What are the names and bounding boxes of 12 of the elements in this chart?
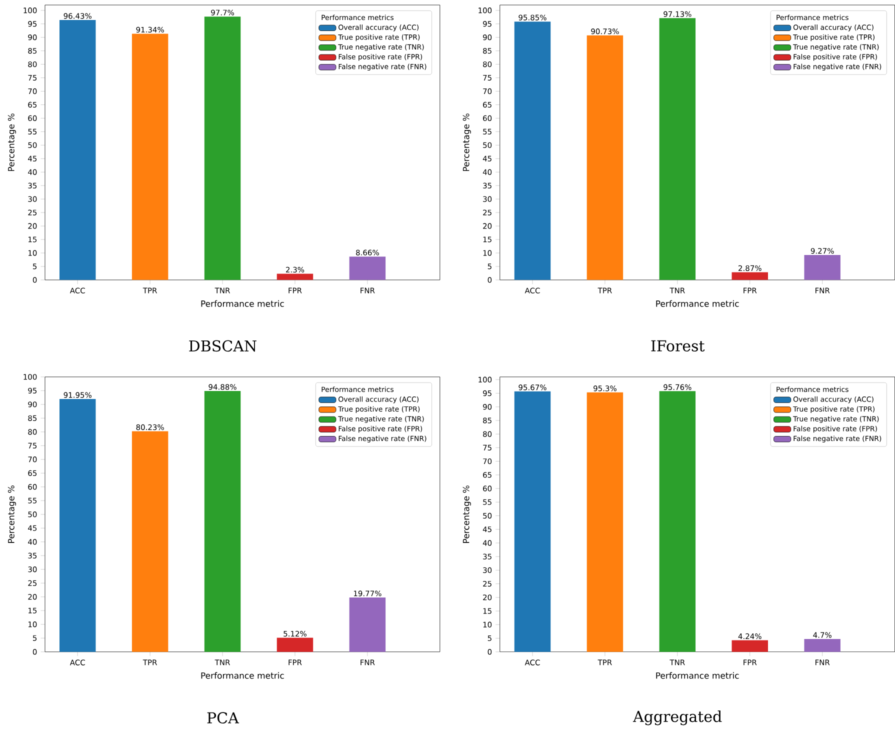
x-axis-title: Performance metric — [201, 672, 284, 679]
text: IForest — [651, 340, 705, 352]
x-axis-title: Performance metric — [656, 300, 739, 307]
y-axis-title: Percentage % — [462, 114, 471, 171]
text: DBSCAN — [189, 340, 256, 352]
y-axis-title: Percentage % — [462, 486, 471, 543]
text: PCA — [207, 712, 240, 724]
x-axis-title: Performance metric — [201, 300, 284, 307]
y-axis-title: Percentage % — [8, 486, 16, 543]
y-axis-title: Percentage % — [8, 114, 16, 171]
text: Aggregated — [632, 710, 722, 726]
x-axis-title: Performance metric — [656, 672, 739, 679]
